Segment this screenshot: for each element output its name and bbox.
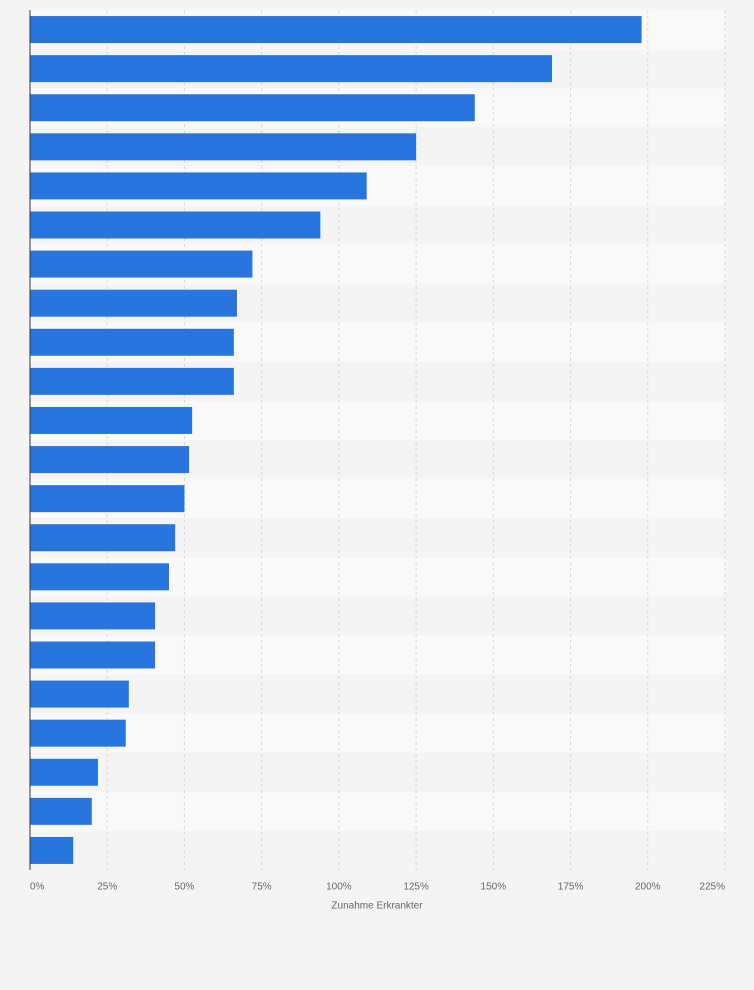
bar bbox=[30, 641, 156, 669]
bar bbox=[30, 758, 98, 786]
row-stripe bbox=[30, 791, 725, 831]
bar bbox=[30, 719, 126, 747]
bar bbox=[30, 172, 367, 200]
bar bbox=[30, 446, 190, 474]
bar bbox=[30, 367, 234, 395]
bar bbox=[30, 563, 169, 591]
x-tick-label: 150% bbox=[481, 882, 507, 893]
row-stripe bbox=[30, 752, 725, 792]
bar bbox=[30, 602, 156, 630]
bar bbox=[30, 406, 193, 434]
bar bbox=[30, 836, 74, 864]
bar bbox=[30, 55, 553, 83]
bar bbox=[30, 16, 642, 44]
bar bbox=[30, 211, 321, 239]
bar bbox=[30, 797, 92, 825]
x-tick-label: 100% bbox=[326, 882, 352, 893]
bar bbox=[30, 289, 237, 317]
x-tick-label: 50% bbox=[174, 882, 194, 893]
bar bbox=[30, 524, 176, 552]
bar bbox=[30, 485, 185, 513]
bar bbox=[30, 680, 129, 708]
bar bbox=[30, 328, 234, 356]
x-tick-label: 225% bbox=[699, 882, 725, 893]
x-tick-label: 175% bbox=[558, 882, 584, 893]
bar bbox=[30, 250, 253, 278]
x-tick-label: 200% bbox=[635, 882, 661, 893]
x-tick-label: 25% bbox=[97, 882, 117, 893]
row-stripe bbox=[30, 713, 725, 753]
bar bbox=[30, 133, 417, 161]
x-tick-label: 0% bbox=[30, 882, 45, 893]
x-tick-label: 75% bbox=[252, 882, 272, 893]
row-stripe bbox=[30, 830, 725, 870]
x-tick-label: 125% bbox=[403, 882, 429, 893]
row-stripe bbox=[30, 674, 725, 714]
x-axis-title: Zunahme Erkrankter bbox=[331, 901, 423, 912]
bar bbox=[30, 94, 475, 122]
